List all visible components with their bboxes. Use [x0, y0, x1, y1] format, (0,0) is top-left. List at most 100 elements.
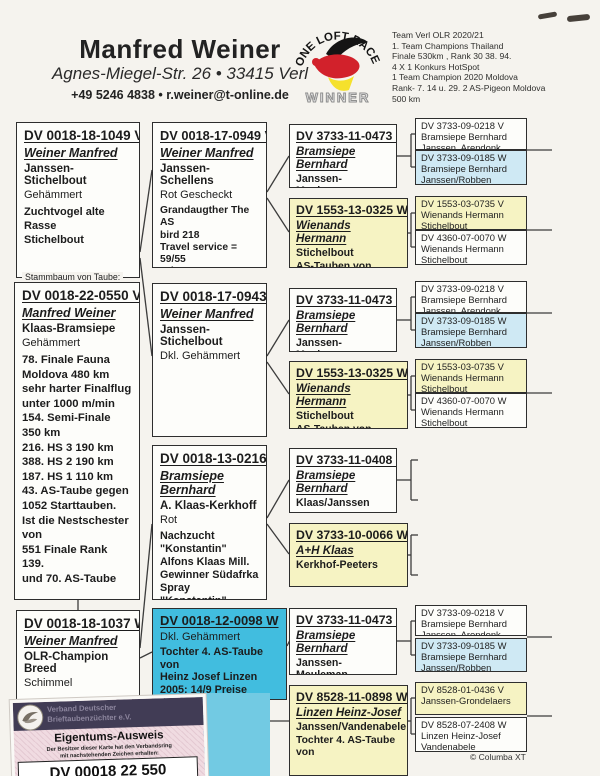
- owner-name: Manfred Weiner: [79, 34, 281, 64]
- breeder-name: Weiner Manfred: [24, 634, 118, 648]
- achievement-list: Team Verl OLR 2020/21 1. Team Champions …: [392, 30, 567, 104]
- breeder-name: Bramsiepe Bernhard: [421, 130, 507, 142]
- ring-number: DV 0018-13-0216 V: [160, 451, 267, 466]
- notes: Nachzucht "Konstantin" Alfons Klaas Mill…: [160, 530, 259, 599]
- feather-color: Rot Gescheckt: [160, 189, 233, 201]
- breeder-name: Manfred Weiner: [22, 306, 116, 320]
- owner-address: Agnes-Miegel-Str. 26 • 33415 Verl: [51, 64, 309, 83]
- pedigree-box-3733-09-0185: DV 3733-09-0185 W Bramsiepe Bernhard Jan…: [415, 150, 527, 185]
- breeder-name: Bramsiepe Bernhard: [296, 145, 356, 171]
- pedigree-box-1553-13-0325: DV 1553-13-0325 W Wienands Hermann Stich…: [289, 361, 408, 429]
- ring-number: DV 3733-09-0218 V: [421, 283, 504, 294]
- strain: Janssen/Vandenabele: [296, 721, 407, 733]
- pedigree-box-0018-17-0943: DV 0018-17-0943 W Weiner Manfred Janssen…: [152, 283, 267, 437]
- ring-number: DV 0018-18-1037 W: [24, 616, 140, 631]
- strain: Vandenabele: [421, 740, 476, 752]
- strain: Janssen/Robben: [421, 173, 492, 185]
- ring-number: DV 0018-18-1049 V: [24, 128, 140, 143]
- winner-banner: WINNER: [305, 90, 371, 106]
- breeder-name: Wienands Hermann: [421, 405, 504, 417]
- ring-number: DV 8528-01-0436 V: [421, 684, 504, 695]
- owner-contact: +49 5246 4838 • r.weiner@t-online.de: [71, 88, 289, 102]
- feather-color: Gehämmert: [24, 189, 83, 201]
- strain: Klaas/Janssen: [296, 497, 370, 509]
- notes: AS-Tauben von Hermann Wienands: [296, 424, 401, 428]
- pedigree-box-4360-07-0070: DV 4360-07-0070 W Wienands Hermann Stich…: [415, 393, 527, 428]
- pedigree-box-0018-12-0098: DV 0018-12-0098 W Dkl. Gehämmert Tochter…: [152, 608, 287, 700]
- breeder-name: Bramsiepe Bernhard: [296, 469, 356, 495]
- feather-color: Dkl. Gehämmert: [160, 350, 241, 362]
- pedigree-box-8528-07-2408: DV 8528-07-2408 W Linzen Heinz-Josef Van…: [415, 717, 527, 752]
- ring-number: DV 1553-13-0325 W: [296, 203, 408, 217]
- ring-number: DV 4360-07-0070 W: [421, 395, 507, 406]
- one-loft-race-logo: ONE LOFT RACE WINNER: [292, 20, 384, 108]
- dove-emblem-icon: [16, 704, 44, 731]
- strain: Janssen-Stichelbout: [160, 324, 223, 348]
- pedigree-box-3733-09-0185: DV 3733-09-0185 W Bramsiepe Bernhard Jan…: [415, 638, 527, 672]
- achievement-line: 1 Team Champion 2020 Moldova: [392, 72, 518, 83]
- breeder-name: Wienands Hermann: [296, 219, 351, 245]
- breeder-name: Wienands Hermann: [296, 382, 351, 408]
- breeder-name: Bramsiepe Bernhard: [296, 309, 356, 335]
- strain: Stichelbout: [296, 410, 354, 422]
- certificate-header-band: Verband Deutscher Brieftaubenzüchter e.V…: [12, 697, 204, 731]
- ring-number: DV 3733-09-0218 V: [421, 607, 504, 618]
- pedigree-box-3733-11-0473: DV 3733-11-0473 V Bramsiepe Bernhard Jan…: [289, 608, 397, 675]
- notes: Tochter 4. AS-Taube von Heinz Josef Linz…: [160, 646, 263, 699]
- notes: Tochter 4. AS-Taube von: [296, 735, 396, 758]
- pedigree-box-3733-09-0218: DV 3733-09-0218 V Bramsiepe Bernhard Jan…: [415, 118, 527, 150]
- ring-number: DV 3733-11-0473 V: [296, 293, 397, 307]
- strain: Stichelbout: [421, 382, 468, 393]
- breeder-name: Wienands Hermann: [421, 208, 504, 220]
- ring-number: DV 3733-11-0473 V: [296, 129, 397, 143]
- strain: Janssen, Arendonk: [421, 141, 501, 150]
- strain: OLR-Champion Breed: [24, 651, 109, 675]
- breeder-name: Weiner Manfred: [160, 307, 254, 321]
- ring-number: DV 0018-17-0943 W: [160, 289, 267, 304]
- pedigree-box-0018-18-1049: DV 0018-18-1049 V Weiner Manfred Janssen…: [16, 122, 140, 278]
- breeder-name: Bramsiepe Bernhard: [421, 617, 507, 629]
- strain: Stichelbout: [421, 219, 468, 230]
- race-results: 78. Finale Fauna Moldova 480 km sehr har…: [22, 354, 132, 585]
- breeder-name: Weiner Manfred: [160, 146, 254, 160]
- pedigree-box-3733-10-0066: DV 3733-10-0066 W A+H Klaas Kerkhof-Peet…: [289, 523, 408, 587]
- strain: Stichelbout: [421, 416, 468, 428]
- breeder-name: Linzen Heinz-Josef: [421, 729, 501, 741]
- strain: Janssen-Meuleman: [296, 657, 348, 675]
- feather-color: Gehämmert: [22, 337, 81, 349]
- ring-number: DV 4360-07-0070 W: [421, 232, 507, 243]
- achievement-line: 1. Team Champions Thailand: [392, 40, 504, 51]
- federation-name: Verband Deutscher Brieftaubenzüchter e.V…: [46, 702, 132, 724]
- ring-number: DV 1553-13-0325 W: [296, 366, 408, 380]
- achievement-line: Finale 530km , Rank 30 38. 94.: [392, 51, 512, 62]
- breeder-name: Janssen-Grondelaers: [421, 694, 511, 706]
- achievement-line: Rank- 7. 14 u. 29. 2 AS-Pigeon Moldova: [392, 82, 546, 93]
- ownership-certificate-card: Verband Deutscher Brieftaubenzüchter e.V…: [12, 697, 206, 776]
- breeder-name: Bramsiepe Bernhard: [421, 162, 507, 174]
- strain: Stichelbout: [421, 253, 468, 265]
- strain: Stichelbout: [296, 247, 354, 259]
- pedigree-box-0018-13-0216: DV 0018-13-0216 V Bramsiepe Bernhard A. …: [152, 445, 267, 600]
- ring-number: DV 0018-12-0098 W: [160, 613, 279, 628]
- strain: A. Klaas-Kerkhoff: [160, 500, 257, 512]
- strain: Janssen/Robben: [421, 661, 492, 672]
- pedigree-box-1553-13-0325: DV 1553-13-0325 W Wienands Hermann Stich…: [289, 198, 408, 268]
- ring-number: DV 3733-09-0185 W: [421, 640, 507, 651]
- pedigree-box-0018-22-0550: DV 0018-22-0550 V Manfred Weiner Klaas-B…: [14, 282, 140, 600]
- pedigree-box-3733-09-0218: DV 3733-09-0218 V Bramsiepe Bernhard Jan…: [415, 281, 527, 313]
- ring-number: DV 3733-09-0218 V: [421, 120, 504, 131]
- pedigree-box-8528-11-0898: DV 8528-11-0898 W Linzen Heinz-Josef Jan…: [289, 685, 408, 776]
- strain: Janssen/Robben: [421, 336, 492, 348]
- notes: Grandaugther The AS bird 218 Travel serv…: [160, 205, 255, 267]
- software-credit: © Columba XT: [470, 752, 526, 762]
- pedigree-box-3733-11-0408: DV 3733-11-0408 V Bramsiepe Bernhard Kla…: [289, 448, 397, 513]
- pedigree-box-3733-11-0473: DV 3733-11-0473 V Bramsiepe Bernhard Jan…: [289, 288, 397, 352]
- strain: Klaas-Bramsiepe: [22, 323, 116, 335]
- breeder-name: Bramsiepe Bernhard: [160, 469, 224, 497]
- feather-color: Rot: [160, 514, 178, 526]
- breeder-name: Wienands Hermann: [421, 242, 504, 254]
- ring-number: DV 3733-11-0408 V: [296, 453, 397, 467]
- pedigree-box-1553-03-0735: DV 1553-03-0735 V Wienands Hermann Stich…: [415, 196, 527, 230]
- feather-color: Dkl. Gehämmert: [160, 631, 241, 643]
- achievement-line: Team Verl OLR 2020/21: [392, 30, 484, 40]
